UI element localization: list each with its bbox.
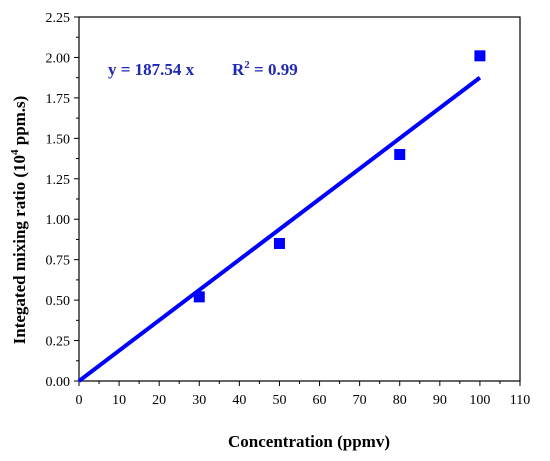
y-axis-label: Integated mixing ratio (104 ppm.s)	[9, 96, 29, 345]
r-squared-suffix: = 0.99	[250, 60, 298, 79]
y-tick-label: 1.00	[46, 213, 71, 228]
y-tick-label: 0.50	[46, 294, 71, 309]
data-point	[273, 237, 285, 249]
x-tick-label: 30	[192, 393, 206, 408]
plot-marks	[77, 50, 486, 383]
x-tick-label: 110	[510, 393, 530, 408]
r-squared-sup: 2	[244, 59, 250, 71]
y-tick-label: 0.75	[46, 254, 71, 269]
x-tick-label: 10	[112, 393, 126, 408]
y-tick-label: 2.00	[46, 51, 71, 66]
y-axis-label-sup: 4	[9, 149, 21, 155]
r-squared: R2 = 0.99	[232, 59, 298, 79]
axes: 0 10 20 30 40 50 60 70 80 90 100 110 0.00 0.25 0.50 0.7…	[46, 11, 531, 408]
y-axis-label-prefix: Integated mixing ratio (10	[10, 155, 29, 344]
y-tick-label: 1.75	[46, 92, 71, 107]
y-tick-label: 0.00	[46, 375, 71, 390]
x-tick-label: 40	[232, 393, 246, 408]
x-axis-label: Concentration (ppmv)	[228, 432, 390, 451]
y-tick-label: 1.25	[46, 173, 71, 188]
x-tick-label: 0	[76, 393, 83, 408]
y-axis-label-suffix: ppm.s)	[10, 96, 29, 150]
data-point	[193, 291, 205, 303]
x-tick-label: 90	[433, 393, 447, 408]
r-squared-prefix: R	[232, 60, 245, 79]
x-tick-label: 100	[469, 393, 490, 408]
data-point	[394, 149, 406, 161]
y-tick-label: 0.25	[46, 335, 71, 350]
x-tick-label: 50	[272, 393, 286, 408]
data-point	[474, 50, 486, 62]
fit-equation: y = 187.54 x	[108, 60, 195, 79]
x-tick-label: 80	[393, 393, 407, 408]
x-tick-label: 60	[313, 393, 327, 408]
y-tick-label: 2.25	[46, 11, 71, 26]
fit-line	[77, 76, 482, 383]
x-tick-label: 20	[152, 393, 166, 408]
x-tick-label: 70	[353, 393, 367, 408]
y-tick-label: 1.50	[46, 132, 71, 147]
